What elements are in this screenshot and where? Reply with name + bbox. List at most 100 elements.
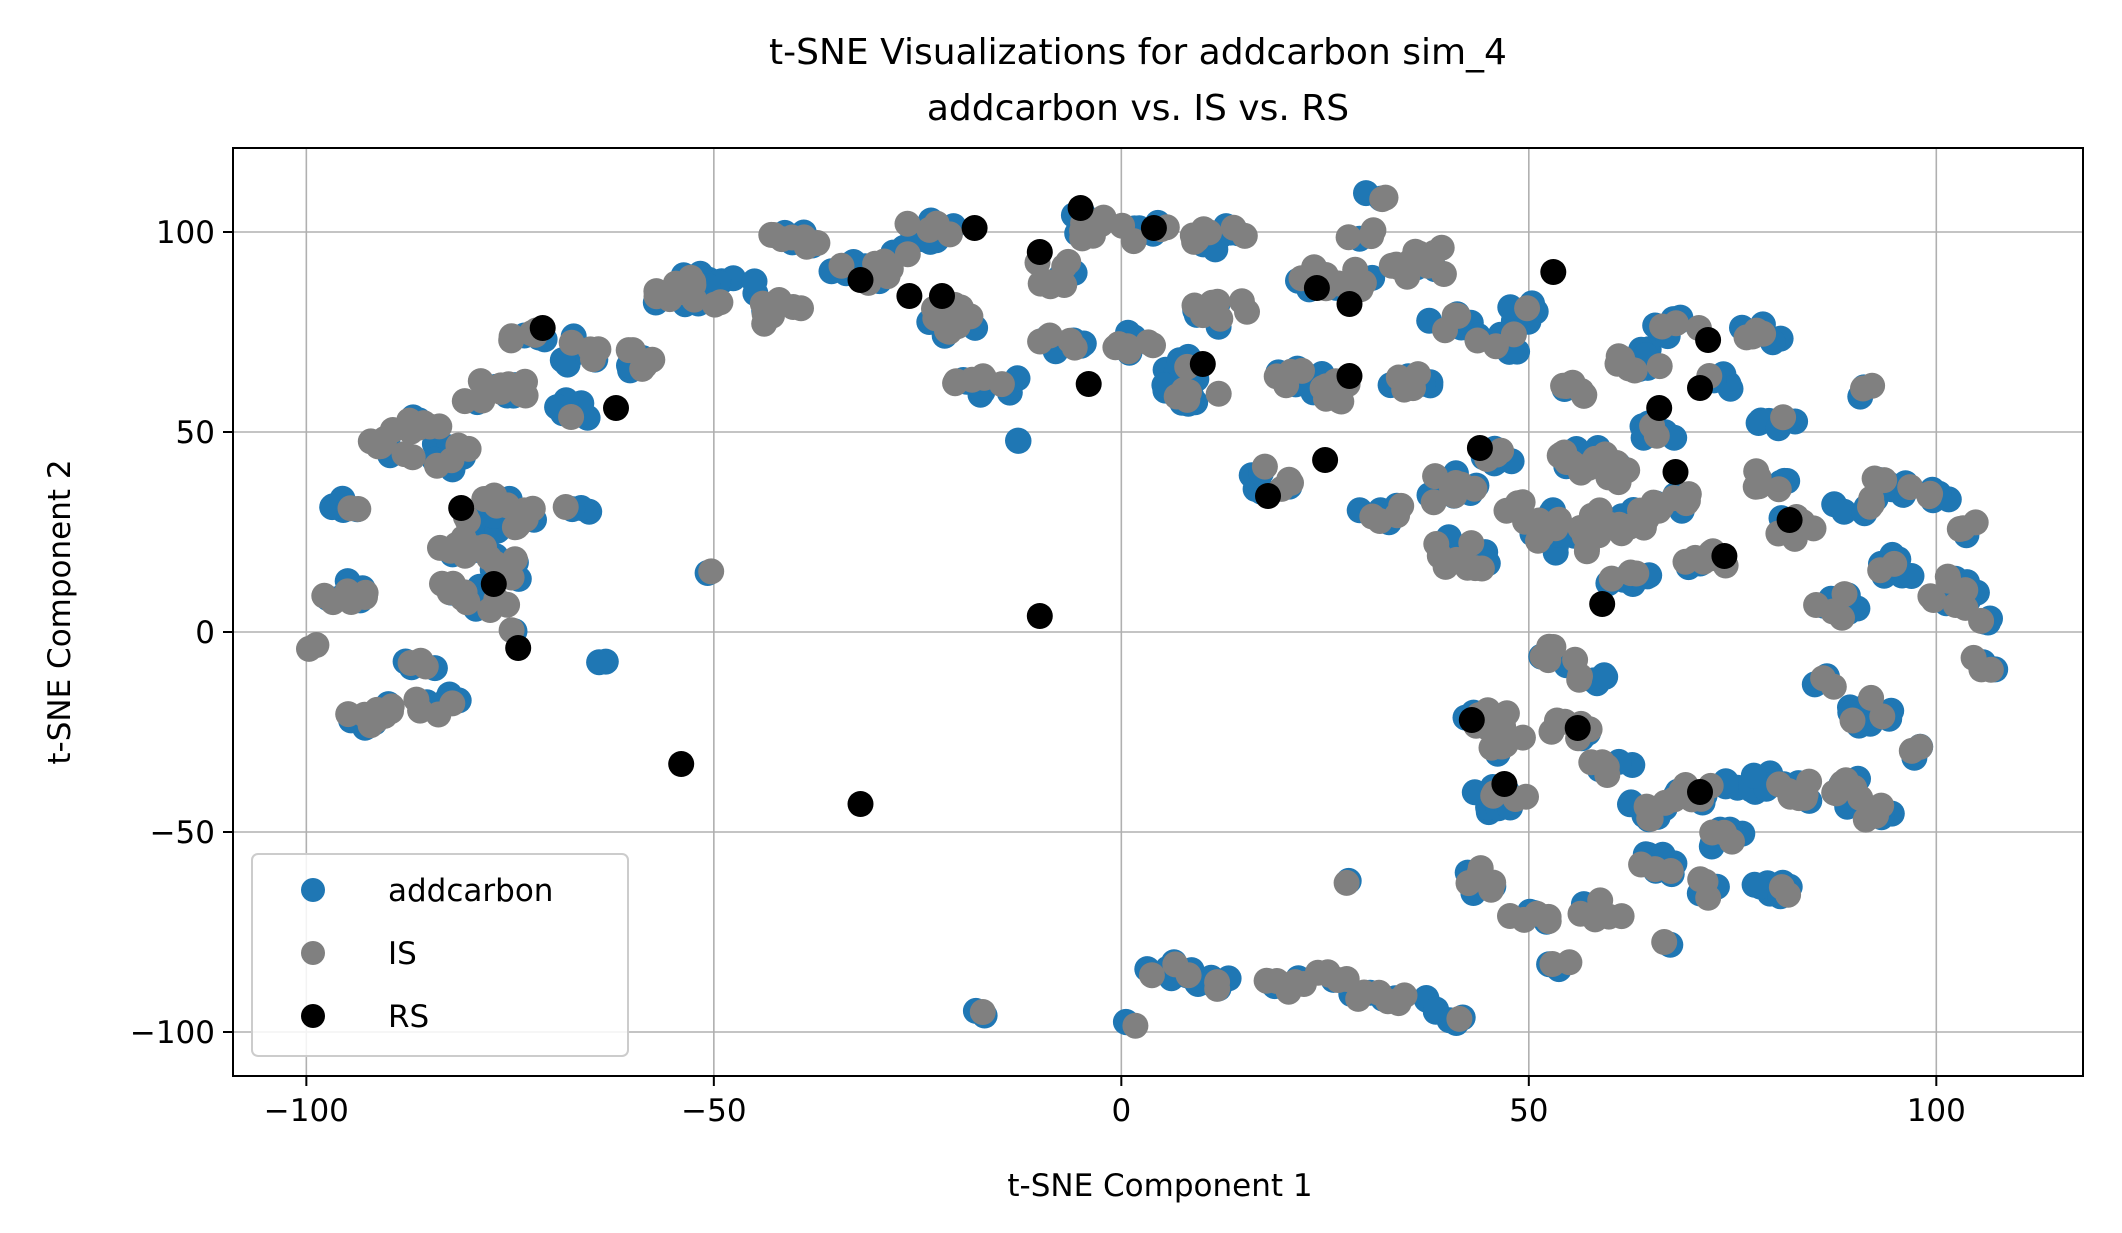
- legend: addcarbon IS RS: [251, 853, 629, 1057]
- legend-marker-is: [301, 941, 325, 965]
- rs-point: [668, 751, 695, 777]
- addcarbon-point: [1592, 663, 1619, 690]
- is-point: [1952, 594, 1979, 621]
- is-point: [1122, 1012, 1149, 1039]
- is-point: [1220, 214, 1247, 241]
- rs-point: [505, 635, 532, 661]
- legend-marker-rs: [301, 1004, 325, 1028]
- is-point: [1438, 475, 1465, 501]
- rs-point: [529, 315, 556, 341]
- rs-point: [1711, 543, 1738, 569]
- rs-point: [1336, 291, 1363, 317]
- rs-point: [1026, 239, 1053, 265]
- is-point: [1637, 805, 1664, 832]
- is-point: [1335, 224, 1362, 251]
- is-point: [1617, 560, 1644, 587]
- is-point: [519, 495, 546, 522]
- x-tick-label: 0: [1111, 1093, 1131, 1129]
- is-point: [1525, 527, 1551, 554]
- is-point: [296, 635, 322, 662]
- is-point: [1630, 514, 1657, 541]
- is-point: [1420, 489, 1447, 516]
- is-point: [320, 589, 347, 616]
- is-point: [1135, 329, 1162, 356]
- y-tick-label: −50: [150, 815, 215, 851]
- is-point: [1867, 557, 1894, 584]
- is-point: [1535, 647, 1562, 674]
- is-point: [1372, 184, 1399, 211]
- plot-area-frame: [232, 147, 2084, 1077]
- rs-point: [961, 215, 988, 241]
- is-point: [894, 210, 921, 237]
- is-point: [1538, 718, 1565, 745]
- plot-points: [296, 180, 2009, 1039]
- legend-label-is: IS: [388, 936, 417, 972]
- is-point: [875, 253, 902, 280]
- is-point: [749, 290, 776, 317]
- addcarbon-point: [1740, 762, 1767, 789]
- addcarbon-point: [1741, 871, 1768, 898]
- y-tick-label: 0: [195, 615, 215, 651]
- is-point: [1461, 475, 1488, 502]
- is-point: [1504, 490, 1531, 517]
- legend-label-addcarbon: addcarbon: [388, 873, 553, 909]
- y-axis-label: t-SNE Component 2: [42, 459, 78, 764]
- is-point: [1405, 361, 1431, 388]
- is-point: [1228, 288, 1255, 315]
- rs-point: [448, 495, 475, 521]
- is-point: [1920, 587, 1947, 613]
- is-point: [378, 698, 404, 725]
- is-point: [1345, 985, 1372, 1012]
- is-point: [1645, 497, 1672, 524]
- addcarbon-point: [1831, 498, 1858, 525]
- is-point: [585, 336, 612, 363]
- legend-box: [251, 853, 629, 1057]
- is-point: [1179, 222, 1206, 249]
- is-point: [469, 387, 496, 414]
- x-tick-label: 50: [1509, 1093, 1548, 1129]
- is-point: [681, 286, 708, 313]
- is-point: [1207, 305, 1234, 332]
- is-point: [558, 404, 585, 430]
- is-point: [1509, 724, 1536, 751]
- is-point: [1593, 753, 1620, 780]
- legend-marker-addcarbon: [301, 878, 325, 902]
- legend-label-rs: RS: [388, 999, 429, 1035]
- is-point: [1546, 506, 1572, 533]
- is-point: [1672, 548, 1699, 575]
- is-point: [1646, 353, 1673, 380]
- is-point: [1301, 254, 1328, 281]
- is-point: [1036, 322, 1063, 349]
- is-point: [1251, 453, 1278, 480]
- is-point: [1746, 473, 1773, 500]
- is-point: [1567, 663, 1593, 690]
- is-point: [1820, 673, 1847, 700]
- is-point: [403, 686, 430, 713]
- addcarbon-point: [1423, 996, 1450, 1023]
- is-point: [1699, 819, 1726, 846]
- is-point: [1358, 223, 1385, 250]
- is-point: [1105, 331, 1132, 358]
- addcarbon-point: [741, 268, 768, 295]
- rs-point: [896, 283, 923, 309]
- is-point: [1871, 467, 1898, 494]
- y-tick-label: −100: [130, 1015, 215, 1051]
- is-point: [780, 294, 807, 320]
- is-point: [1204, 969, 1231, 996]
- is-point: [1608, 903, 1635, 930]
- is-point: [399, 444, 426, 471]
- is-point: [1575, 455, 1602, 481]
- rs-point: [1189, 351, 1216, 377]
- y-tick-label: 100: [156, 215, 215, 251]
- rs-point: [1776, 507, 1803, 533]
- is-point: [1423, 531, 1450, 557]
- is-point: [495, 371, 522, 398]
- is-point: [1366, 508, 1393, 534]
- is-point: [357, 428, 384, 455]
- rs-point: [1303, 275, 1330, 301]
- rs-point: [480, 571, 507, 597]
- is-point: [1391, 982, 1418, 1009]
- rs-point: [603, 395, 629, 421]
- is-point: [1263, 968, 1290, 994]
